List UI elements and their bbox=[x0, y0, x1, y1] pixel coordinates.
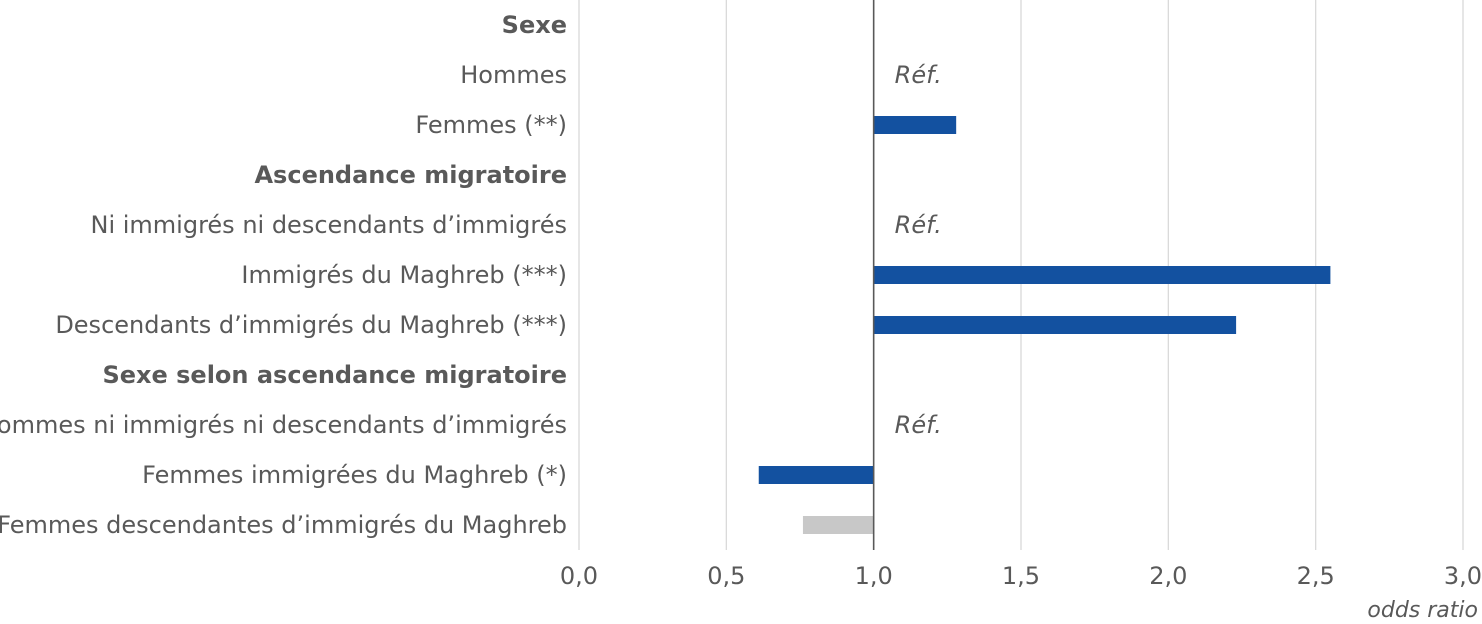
bar bbox=[873, 316, 1237, 334]
bar bbox=[758, 466, 874, 484]
x-axis-ticks: 0,0 0,5 1,0 1,5 2,0 2,5 3,0 bbox=[560, 562, 1482, 590]
section-header: Sexe selon ascendance migratoire bbox=[102, 361, 567, 389]
reference-label: Réf. bbox=[895, 211, 942, 239]
category-label: Ni immigrés ni descendants d’immigrés bbox=[91, 211, 568, 239]
reference-label: Réf. bbox=[895, 61, 942, 89]
bars bbox=[758, 0, 1331, 550]
reference-label: Réf. bbox=[895, 411, 942, 439]
section-header: Ascendance migratoire bbox=[254, 161, 567, 189]
section-header: Sexe bbox=[502, 11, 567, 39]
x-tick-label: 1,5 bbox=[1002, 562, 1040, 590]
x-tick-label: 2,5 bbox=[1297, 562, 1335, 590]
category-label: Femmes descendantes d’immigrés du Maghre… bbox=[0, 511, 567, 539]
x-tick-label: 0,5 bbox=[707, 562, 745, 590]
category-label: Hommes bbox=[460, 61, 567, 89]
category-label: Femmes (**) bbox=[415, 111, 567, 139]
category-label: Hommes ni immigrés ni descendants d’immi… bbox=[0, 411, 567, 439]
category-labels: Sexe Hommes Réf. Femmes (**) Ascendance migr… bbox=[0, 11, 942, 539]
category-label: Femmes immigrées du Maghreb (*) bbox=[142, 461, 567, 489]
bar bbox=[802, 516, 874, 534]
category-label: Immigrés du Maghreb (***) bbox=[241, 261, 567, 289]
x-tick-label: 2,0 bbox=[1149, 562, 1187, 590]
x-tick-label: 0,0 bbox=[560, 562, 598, 590]
bar bbox=[873, 116, 957, 134]
x-tick-label: 1,0 bbox=[855, 562, 893, 590]
x-tick-label: 3,0 bbox=[1444, 562, 1482, 590]
x-axis-title: odds ratio bbox=[1367, 598, 1478, 623]
bar bbox=[873, 266, 1331, 284]
category-label: Descendants d’immigrés du Maghreb (***) bbox=[55, 311, 567, 339]
